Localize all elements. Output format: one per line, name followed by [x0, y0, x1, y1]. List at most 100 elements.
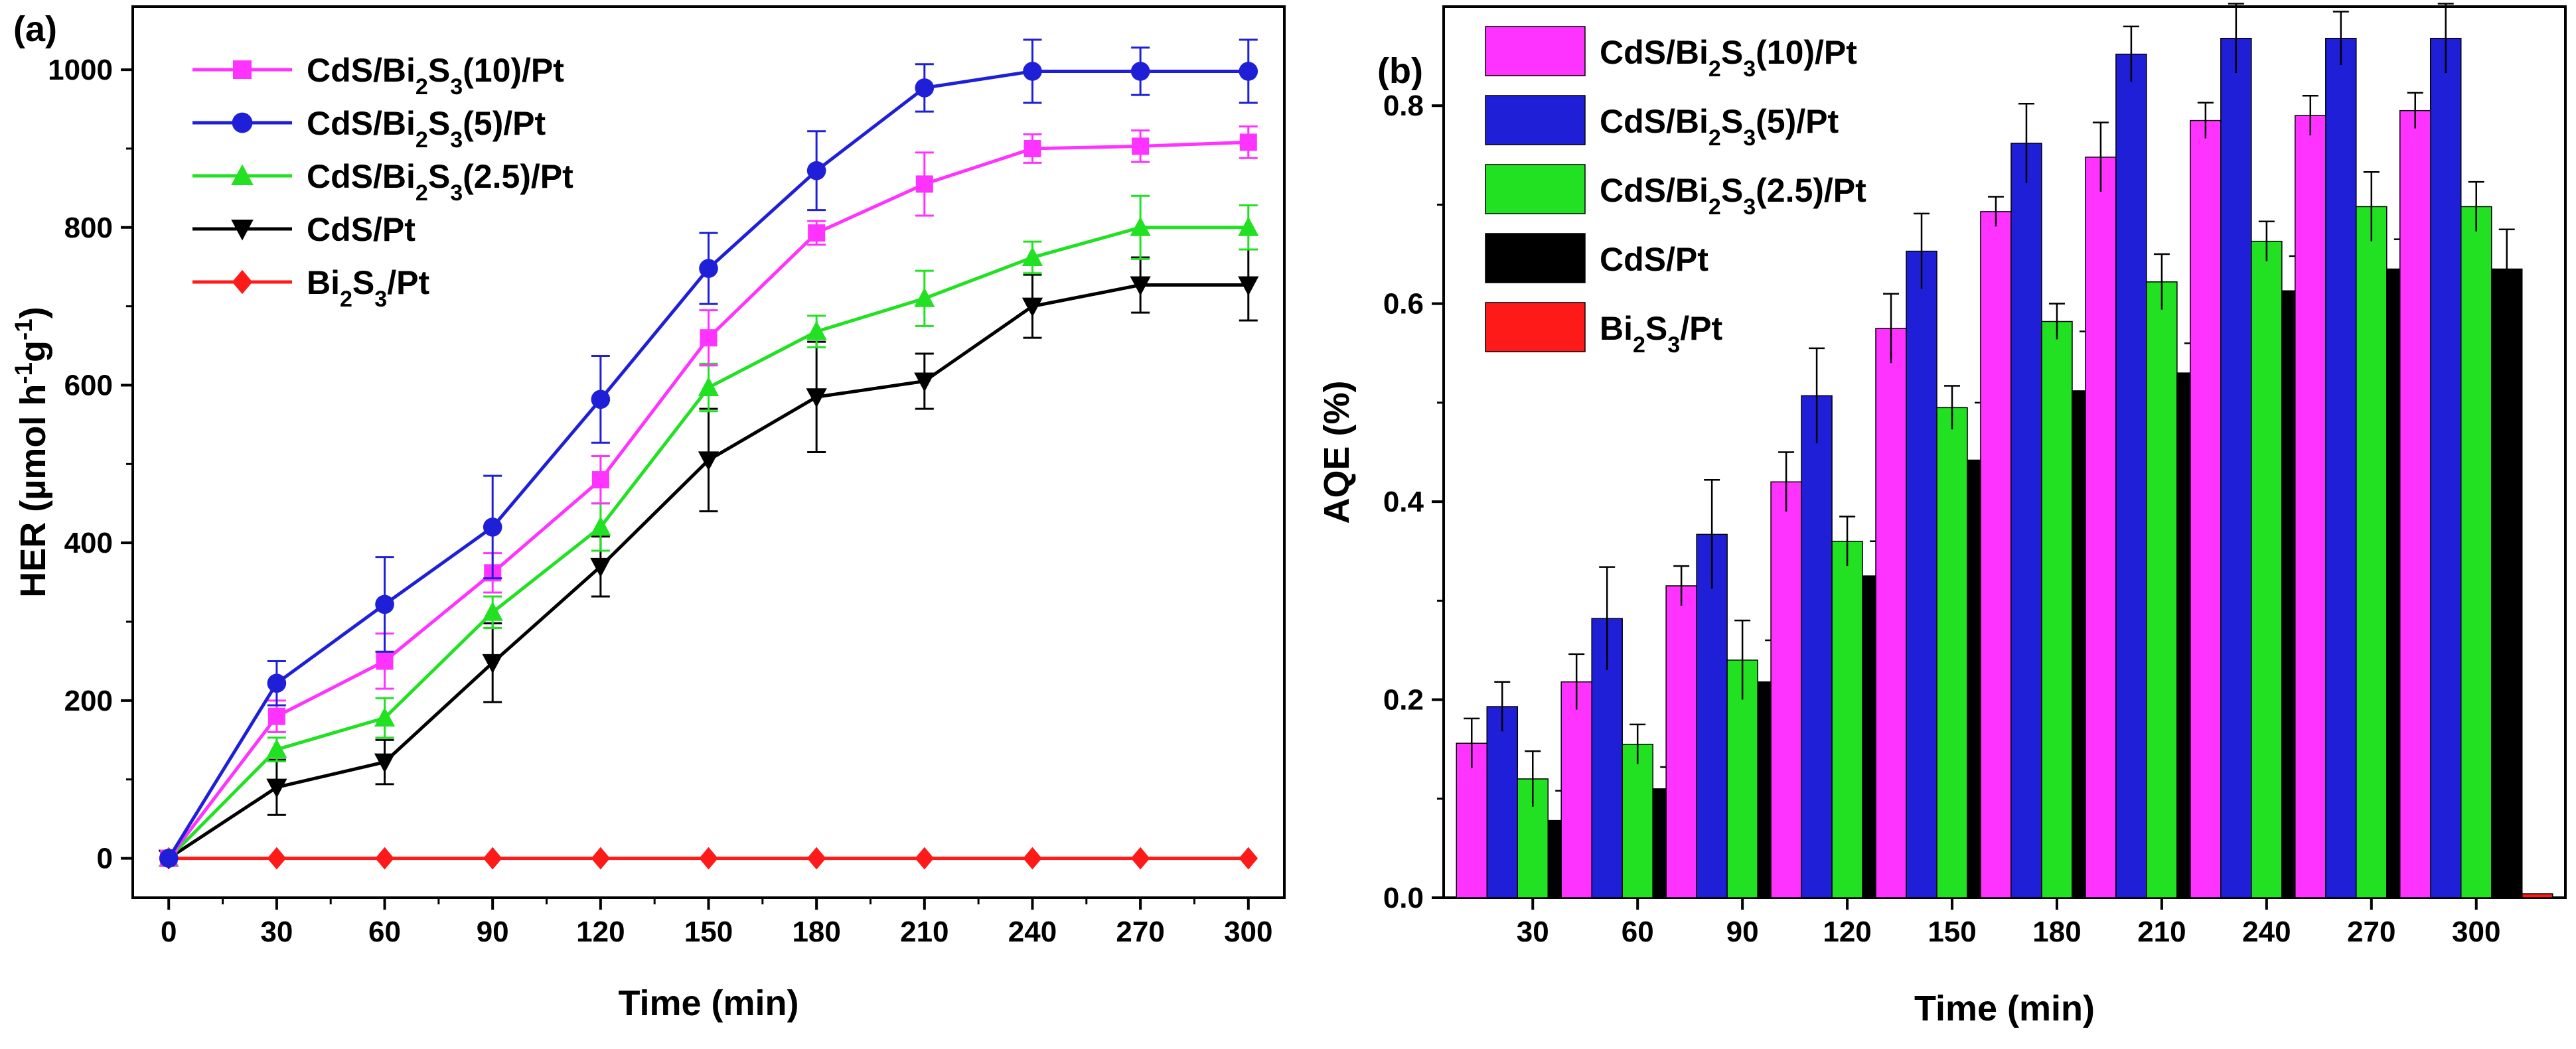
- x-tick-label: 240: [2242, 916, 2291, 948]
- data-point: [1022, 297, 1043, 317]
- x-tick-label: 270: [1116, 916, 1164, 948]
- x-tick-label: 90: [477, 916, 509, 948]
- bar: [1665, 585, 1697, 898]
- legend-label-part: S: [352, 264, 374, 301]
- x-tick-label: 30: [260, 916, 293, 948]
- data-point: [698, 451, 720, 471]
- data-point: [374, 707, 396, 727]
- y-axis-title-part: -1: [10, 362, 37, 384]
- x-tick-label: 120: [1823, 916, 1871, 948]
- legend-label: CdS/Bi2S3(2.5)/Pt: [1600, 172, 1866, 220]
- y-axis-title: AQE (%): [1317, 381, 1357, 524]
- data-point: [483, 518, 502, 537]
- y-axis-title: HER (µmol h-1g-1): [10, 307, 54, 597]
- legend-item: CdS/Bi2S3(5)/Pt: [192, 105, 546, 153]
- y-tick-label: 800: [64, 212, 113, 244]
- legend-label: CdS/Pt: [1600, 241, 1708, 278]
- legend-label-part: 2: [340, 287, 352, 312]
- y-tick-label: 0.4: [1383, 486, 1424, 518]
- bar: [1801, 395, 1833, 898]
- data-point: [700, 329, 718, 347]
- legend-label-part: 3: [450, 74, 463, 100]
- legend-label: CdS/Bi2S3(5)/Pt: [1600, 103, 1839, 151]
- data-point: [483, 847, 502, 870]
- y-axis-title-group: HER (µmol h-1g-1): [10, 307, 54, 597]
- legend-label-part: (2.5)/Pt: [463, 158, 573, 195]
- y-tick-label: 0: [97, 843, 113, 875]
- legend-label: Bi2S3/Pt: [307, 264, 429, 312]
- y-tick-label: 600: [64, 369, 113, 401]
- legend-label-part: /Pt: [387, 264, 429, 301]
- legend-label-part: S: [1721, 34, 1743, 71]
- bar: [2490, 268, 2523, 898]
- legend-label-part: 3: [1667, 332, 1680, 358]
- legend-label-part: (10)/Pt: [463, 52, 564, 89]
- legend-label-part: CdS/Bi: [1600, 172, 1708, 209]
- data-point: [591, 389, 611, 409]
- legend-label-part: S: [428, 158, 450, 195]
- bar: [2521, 893, 2553, 898]
- bar: [2295, 115, 2326, 898]
- data-point: [375, 594, 394, 614]
- legend-label-part: 3: [1743, 125, 1756, 151]
- legend-item: CdS/Pt: [1485, 233, 1708, 283]
- series-1: [159, 38, 1258, 868]
- bar: [2460, 206, 2492, 898]
- bar: [1906, 250, 1937, 898]
- bar: [2115, 53, 2147, 898]
- data-point: [806, 320, 827, 340]
- x-tick-label: 60: [1622, 916, 1654, 948]
- legend-label-part: (5)/Pt: [463, 105, 546, 142]
- bar: [1486, 706, 1519, 898]
- bar: [1980, 211, 2012, 898]
- legend-marker: [231, 220, 254, 241]
- legend-item: CdS/Bi2S3(2.5)/Pt: [192, 158, 573, 206]
- y-tick-label: 400: [64, 527, 113, 559]
- panel-a-line-chart: 0 30 60 90 120 150 180 210 240 270 300 0 200 400 600 80…: [10, 5, 1286, 1023]
- data-point: [1239, 847, 1258, 870]
- legend-label-part: 3: [1743, 56, 1756, 82]
- bar: [1875, 328, 1907, 898]
- bar: [2429, 38, 2462, 898]
- data-point: [1130, 276, 1151, 296]
- x-axis-title: Time (min): [1914, 989, 2095, 1028]
- legend-label-part: 3: [450, 180, 463, 206]
- legend-item: CdS/Bi2S3(2.5)/Pt: [1485, 164, 1866, 220]
- data-point: [806, 388, 827, 408]
- legend-marker: [232, 112, 253, 133]
- panel-b-bar-chart: 0.0 0.2 0.4 0.6 0.8 30 60 90 120 150 180 210 240 270 3…: [1317, 3, 2567, 1028]
- legend-label-part: CdS/Bi: [307, 158, 416, 195]
- x-axis-title: Time (min): [618, 983, 798, 1023]
- data-point: [806, 847, 826, 870]
- data-point: [1130, 216, 1151, 236]
- legend-item: CdS/Bi2S3(10)/Pt: [1485, 26, 1857, 82]
- data-point: [267, 847, 287, 870]
- legend-label-part: CdS/Bi: [307, 52, 416, 89]
- legend: CdS/Bi2S3(10)/PtCdS/Bi2S3(5)/PtCdS/Bi2S3…: [192, 52, 573, 312]
- legend-label-part: S: [1645, 310, 1667, 347]
- series-4: [159, 847, 1258, 870]
- legend-label-part: S: [1721, 103, 1743, 140]
- y-tick-label: 0.8: [1383, 90, 1424, 122]
- data-point: [698, 376, 720, 397]
- legend-label-part: /Pt: [1680, 310, 1722, 347]
- data-point: [1130, 62, 1150, 81]
- data-point: [266, 778, 287, 798]
- panel-label: (b): [1377, 51, 1423, 91]
- bar: [1936, 407, 1968, 898]
- data-point: [482, 654, 503, 674]
- data-point: [914, 372, 935, 392]
- data-point: [808, 224, 826, 242]
- data-point: [482, 601, 503, 621]
- legend-swatch: [1485, 233, 1586, 283]
- legend-swatch: [1485, 26, 1586, 76]
- data-point: [1023, 62, 1042, 81]
- legend-label: Bi2S3/Pt: [1600, 310, 1722, 358]
- legend-label-part: CdS/Bi: [307, 105, 416, 142]
- legend-label-part: 3: [374, 287, 387, 312]
- legend-label-part: CdS/Pt: [1600, 241, 1708, 278]
- y-tick-label: 200: [64, 685, 113, 717]
- bar: [1560, 681, 1592, 898]
- legend-label-part: 2: [416, 180, 428, 206]
- y-tick-label: 1000: [48, 54, 113, 86]
